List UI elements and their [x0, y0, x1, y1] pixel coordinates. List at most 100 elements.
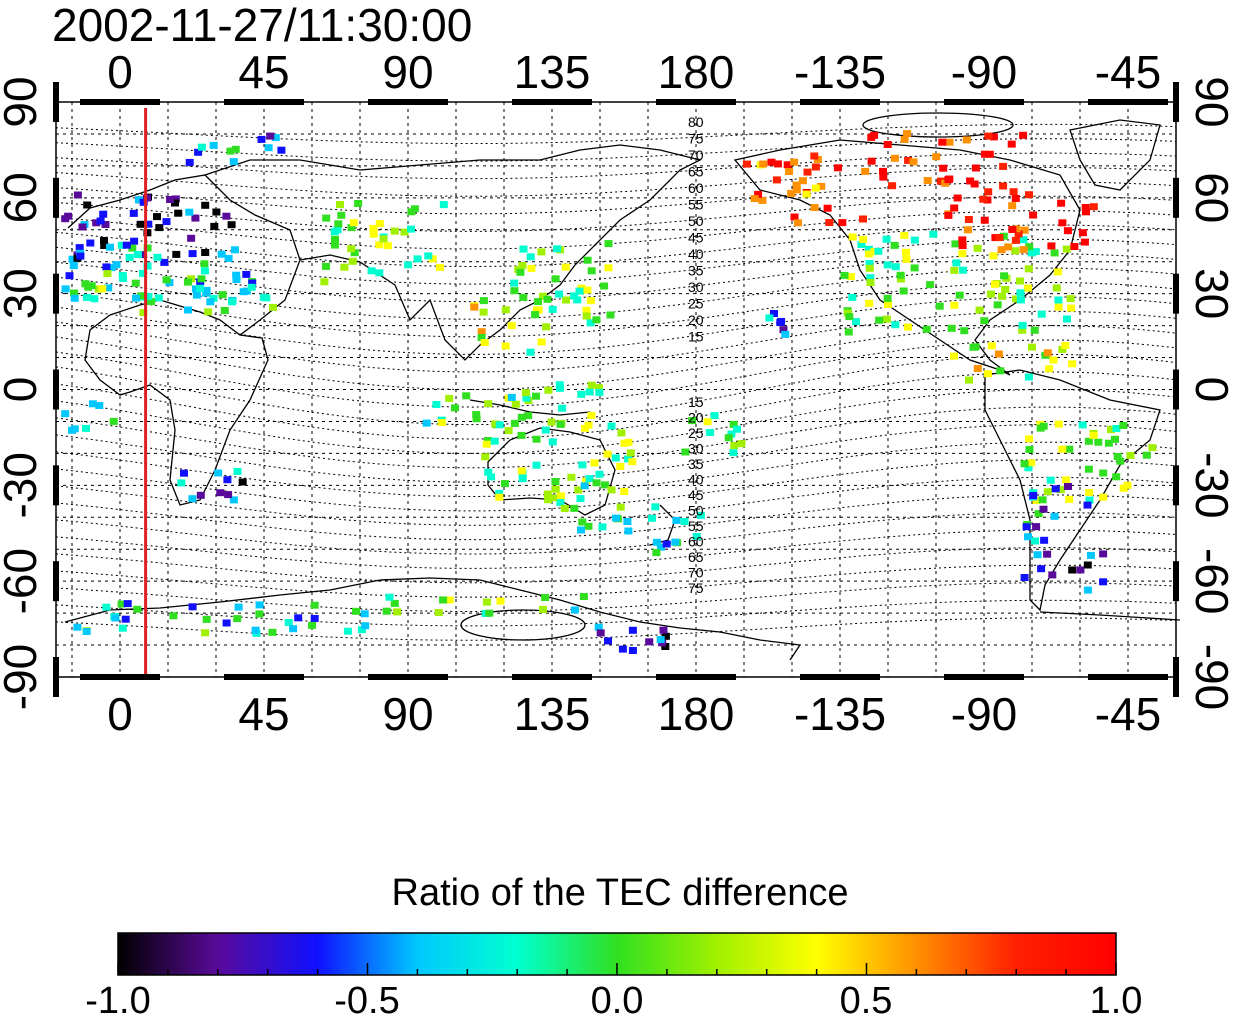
magnetic-latitude-contour: [55, 511, 1177, 555]
tec-cell: [133, 251, 142, 258]
magnetic-latitude-contour: [55, 152, 1177, 180]
tec-cell: [1029, 211, 1038, 219]
tec-cell: [413, 255, 422, 263]
tec-cell: [340, 263, 349, 271]
tec-cell: [222, 212, 231, 220]
tec-cell: [1081, 204, 1090, 211]
tec-cell: [83, 201, 92, 209]
tec-cell: [999, 182, 1008, 190]
tec-cell: [772, 176, 781, 184]
magnetic-latitude-label: 20: [688, 410, 704, 426]
tec-cell: [375, 220, 384, 228]
tec-cell: [1047, 242, 1056, 250]
colorbar-tick-label: -0.5: [334, 980, 400, 1022]
tec-cell: [729, 449, 738, 457]
tec-cell: [592, 479, 601, 487]
coastline-north-america: [733, 139, 1081, 376]
tec-cell: [383, 242, 392, 250]
tec-cell: [792, 186, 801, 194]
tec-cell: [82, 424, 90, 432]
tec-cell: [153, 253, 162, 261]
tec-cell: [864, 245, 873, 253]
magnetic-latitude-label: 35: [688, 263, 704, 279]
tec-cell: [526, 253, 535, 261]
magnetic-latitude-label: 15: [688, 394, 704, 410]
tec-cell: [472, 415, 481, 423]
tec-cell: [730, 442, 739, 449]
tec-cell: [375, 269, 384, 277]
tec-cell: [587, 381, 596, 389]
tec-cell: [1061, 342, 1070, 349]
tec-cell: [202, 615, 211, 623]
tec-cell: [936, 177, 945, 185]
tec-cell: [706, 429, 715, 436]
tec-cell: [495, 493, 504, 501]
tec-cell: [118, 624, 127, 632]
tec-cell: [147, 298, 156, 305]
tec-cell: [991, 280, 999, 288]
tec-cell: [204, 308, 213, 316]
tec-cell: [802, 190, 811, 198]
tec-cell: [277, 146, 286, 154]
tec-cell: [1004, 243, 1013, 251]
tec-cell: [139, 198, 148, 206]
tec-cell: [180, 469, 188, 477]
tec-cell: [1113, 453, 1122, 460]
tec-cell: [331, 235, 339, 243]
magnetic-latitude-contour: [55, 310, 1177, 373]
tec-cell: [767, 158, 776, 166]
magnetic-latitude-label: 30: [688, 279, 704, 295]
tec-cell: [947, 324, 956, 332]
tec-cell: [517, 467, 526, 475]
tec-cell: [188, 250, 197, 258]
magnetic-latitude-contour: [55, 529, 1177, 569]
tec-cell: [191, 214, 200, 222]
magnetic-latitude-label: 65: [688, 549, 704, 565]
tec-cell: [1001, 286, 1010, 293]
tec-cell: [651, 503, 660, 511]
tec-ratio-cells: [61, 130, 1157, 654]
magnetic-latitude-contour: [55, 210, 1177, 250]
tec-cell: [350, 249, 359, 257]
tec-cell: [102, 263, 111, 271]
tec-cell: [616, 503, 625, 511]
lat-lon-grid: [56, 102, 1177, 677]
tec-cell: [1099, 493, 1108, 501]
tec-cell: [223, 476, 232, 484]
tec-cell: [811, 184, 820, 192]
tec-cell: [570, 292, 579, 300]
tec-cell: [750, 195, 759, 203]
tec-cell: [1049, 356, 1058, 364]
longitude-tick-label: -90: [951, 688, 1017, 740]
magnetic-latitude-label: 20: [688, 312, 704, 328]
tec-cell: [577, 390, 586, 398]
magnetic-latitude-contours: [55, 123, 1177, 641]
tec-cell: [143, 244, 152, 252]
latitude-tick-label: 30: [1186, 268, 1238, 319]
tec-cell: [661, 632, 670, 640]
colorbar-tick-label: 0.5: [839, 980, 893, 1022]
tec-cell: [1104, 439, 1113, 447]
tec-cell: [950, 204, 959, 212]
tec-cell: [99, 210, 108, 218]
tec-cell: [470, 303, 479, 311]
magnetic-latitude-label: 80: [688, 114, 704, 130]
tec-cell: [477, 334, 486, 341]
tec-cell: [852, 318, 860, 326]
tec-cell: [604, 637, 612, 645]
tec-cell: [137, 292, 146, 300]
tec-cell: [1024, 464, 1033, 472]
tec-cell: [1066, 295, 1075, 303]
tec-cell: [727, 430, 736, 438]
tec-cell: [1024, 533, 1032, 541]
tec-cell: [1027, 459, 1036, 467]
tec-cell: [792, 181, 801, 189]
tec-cell: [958, 250, 967, 258]
longitude-tick-label: 135: [514, 46, 591, 98]
longitude-tick-label: 0: [107, 688, 133, 740]
tec-cell: [1025, 191, 1033, 199]
tec-cell: [472, 411, 481, 418]
tec-cell: [162, 276, 171, 284]
tec-cell: [883, 294, 892, 302]
tec-cell: [231, 246, 239, 254]
